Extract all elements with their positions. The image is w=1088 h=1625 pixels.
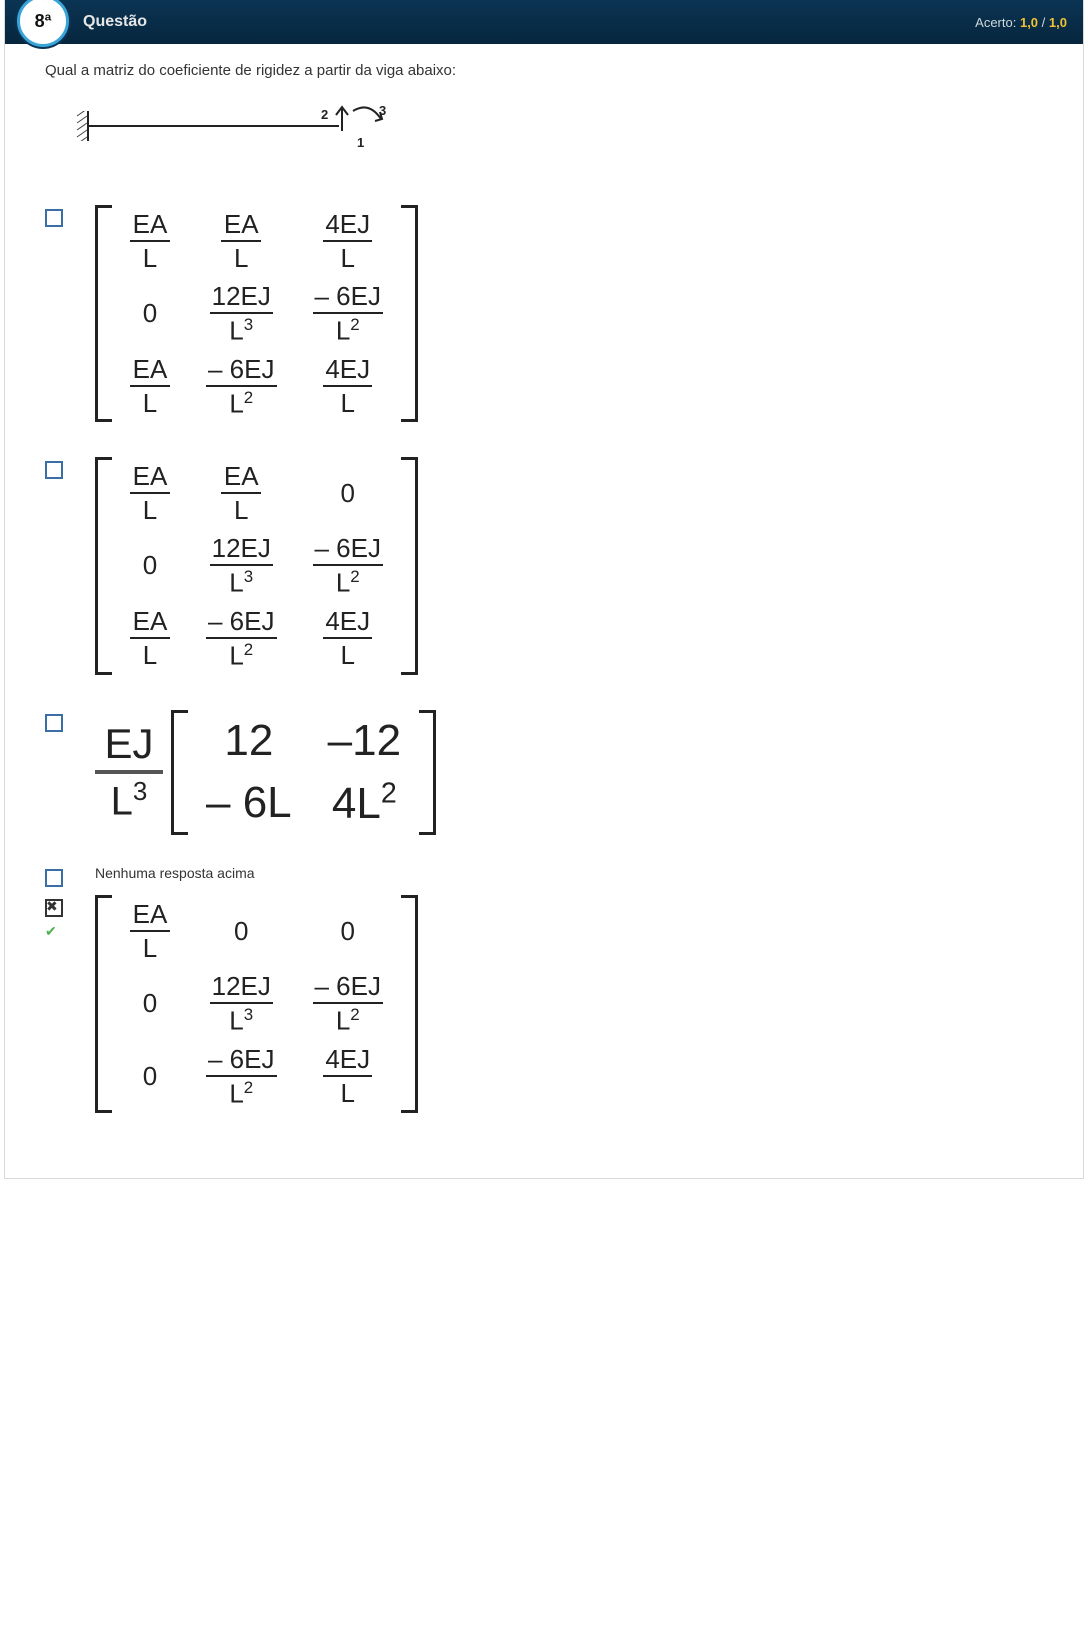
cell: –12	[328, 716, 401, 765]
cell: – 6EJ	[206, 1046, 277, 1072]
cell: L	[339, 1080, 357, 1106]
option-d-text: Nenhuma resposta acima	[95, 865, 1043, 881]
question-prompt: Qual a matriz do coeficiente de rigidez …	[45, 62, 1043, 79]
sup: 3	[244, 567, 253, 586]
option-b-matrix: EAL EAL 0 0 12EJL3 – 6EJL2 EAL – 6EJL2	[95, 457, 418, 674]
cell: L	[339, 642, 357, 668]
cell: 0	[234, 916, 248, 946]
cell: 4EJ	[323, 356, 372, 382]
cell: 4EJ	[323, 211, 372, 237]
option-e: ✔ EAL 0 0 0 12EJL3 – 6EJL2	[45, 895, 1043, 1117]
cell: EA	[222, 211, 261, 237]
cell: L	[141, 497, 159, 523]
cell: EA	[131, 356, 170, 382]
cell: 12	[224, 716, 273, 765]
cell: EA	[131, 608, 170, 634]
cell: 12EJ	[210, 535, 273, 561]
fixed-support-icon	[75, 111, 89, 141]
cell: 0	[341, 478, 355, 508]
sup: 2	[244, 388, 253, 407]
cell: L	[339, 245, 357, 271]
sup: 3	[244, 315, 253, 334]
matrix-scalar: EJ L3	[95, 710, 163, 836]
cell: 4EJ	[323, 1046, 372, 1072]
option-a-matrix: EAL EAL 4EJL 0 12EJL3 – 6EJL2 EAL – 6EJL…	[95, 205, 418, 422]
cell: L	[339, 390, 357, 416]
option-c-checkbox[interactable]	[45, 714, 63, 732]
question-number-badge: 8ª	[17, 0, 69, 47]
beam-line	[89, 125, 339, 127]
question-content: Qual a matriz do coeficiente de rigidez …	[5, 44, 1083, 1178]
option-a-checkbox[interactable]	[45, 209, 63, 227]
score-divider: /	[1042, 15, 1046, 30]
cell: EA	[131, 463, 170, 489]
cell: 0	[143, 1061, 157, 1091]
cell: L	[141, 642, 159, 668]
cell: L	[229, 388, 243, 418]
cell: – 6EJ	[313, 973, 384, 999]
option-c: EJ L3 12 –12 – 6L 4L2	[45, 710, 1043, 836]
option-d: Nenhuma resposta acima	[45, 865, 1043, 887]
cell: 4L	[332, 779, 381, 828]
sup: 3	[244, 1005, 253, 1024]
cell: L	[229, 1079, 243, 1109]
beam-diagram: 1 2 3	[75, 105, 395, 165]
dof-label-3: 3	[379, 103, 386, 118]
cell: L	[229, 1006, 243, 1036]
cell: L	[229, 568, 243, 598]
sup: 2	[350, 567, 359, 586]
sup: 2	[350, 315, 359, 334]
score-total: 1,0	[1049, 15, 1067, 30]
cell: – 6L	[206, 778, 292, 827]
cell: 4EJ	[323, 608, 372, 634]
dof-label-2: 2	[321, 107, 328, 122]
sup: 3	[133, 776, 147, 806]
cell: L	[229, 641, 243, 671]
cell: L	[232, 245, 250, 271]
cell: L	[229, 316, 243, 346]
cell: 12EJ	[210, 283, 273, 309]
cell: 0	[341, 916, 355, 946]
option-b-checkbox[interactable]	[45, 461, 63, 479]
cell: – 6EJ	[313, 283, 384, 309]
cell: EA	[222, 463, 261, 489]
cell: L	[336, 316, 350, 346]
cell: L	[141, 390, 159, 416]
scalar-num: EJ	[104, 720, 153, 768]
cell: – 6EJ	[313, 535, 384, 561]
cell: 0	[143, 988, 157, 1018]
cell: 12EJ	[210, 973, 273, 999]
cell: EA	[131, 901, 170, 927]
question-card: 8ª Questão Acerto: 1,0 / 1,0 Qual a matr…	[4, 0, 1084, 1179]
cell: – 6EJ	[206, 356, 277, 382]
question-header: 8ª Questão Acerto: 1,0 / 1,0	[5, 0, 1083, 44]
scalar-den: L	[111, 780, 133, 824]
option-e-matrix: EAL 0 0 0 12EJL3 – 6EJL2 0 – 6EJL2 4	[95, 895, 418, 1112]
sup: 2	[381, 778, 397, 810]
cell: L	[232, 497, 250, 523]
sup: 2	[350, 1005, 359, 1024]
option-c-matrix: EJ L3 12 –12 – 6L 4L2	[95, 710, 436, 836]
cell: L	[336, 568, 350, 598]
correct-icon: ✔	[45, 923, 73, 940]
score-label: Acerto:	[975, 15, 1016, 30]
cell: 0	[143, 550, 157, 580]
option-a: EAL EAL 4EJL 0 12EJL3 – 6EJL2 EAL – 6EJL…	[45, 205, 1043, 427]
cell: – 6EJ	[206, 608, 277, 634]
cell: L	[141, 935, 159, 961]
cell: 0	[143, 298, 157, 328]
option-d-checkbox[interactable]	[45, 869, 63, 887]
score-box: Acerto: 1,0 / 1,0	[975, 15, 1067, 30]
sup: 2	[244, 1078, 253, 1097]
option-b: EAL EAL 0 0 12EJL3 – 6EJL2 EAL – 6EJL2	[45, 457, 1043, 679]
cell: L	[336, 1006, 350, 1036]
question-number: 8ª	[35, 11, 52, 32]
cell: L	[141, 245, 159, 271]
option-e-checkbox[interactable]	[45, 899, 63, 917]
dof-label-1: 1	[357, 135, 364, 150]
cell: EA	[131, 211, 170, 237]
question-label: Questão	[83, 13, 147, 31]
score-earned: 1,0	[1020, 15, 1038, 30]
sup: 2	[244, 640, 253, 659]
